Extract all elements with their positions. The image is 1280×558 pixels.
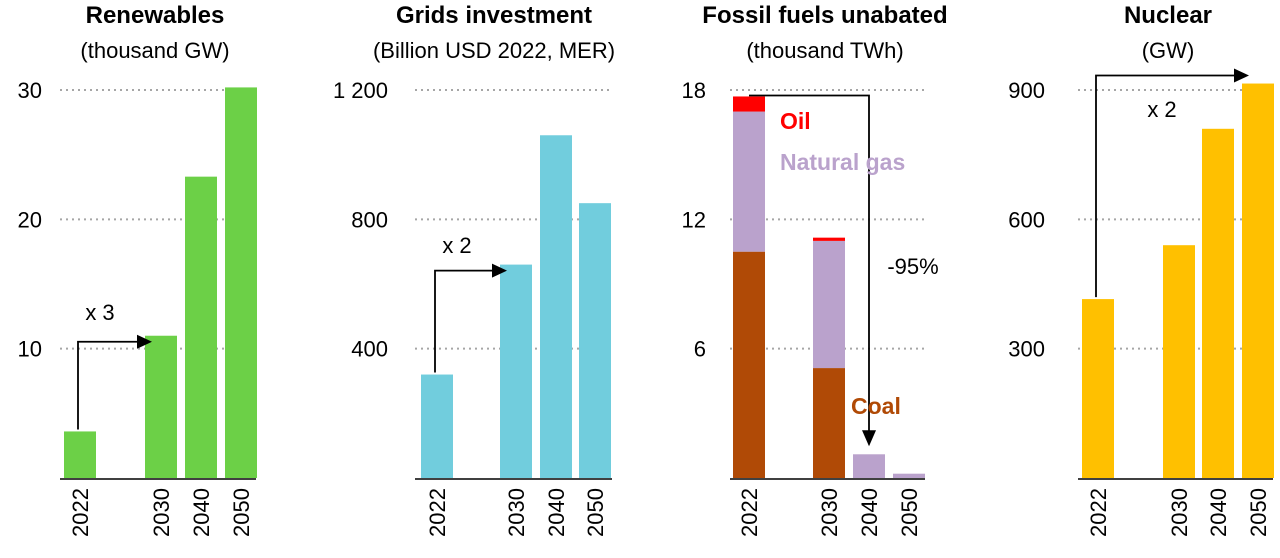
- chart-title: Fossil fuels unabated: [702, 2, 947, 29]
- x-tick-label: 2022: [737, 488, 762, 537]
- chart-title: Grids investment: [396, 2, 592, 29]
- bar-segment: [733, 251, 765, 478]
- chart-title: Nuclear: [1124, 2, 1212, 29]
- x-tick-label: 2040: [857, 488, 882, 537]
- x-tick-label: 2050: [1246, 488, 1271, 537]
- chart-subtitle: (GW): [1142, 38, 1195, 63]
- grids-investment-panel: Grids investment (Billion USD 2022, MER)…: [333, 2, 615, 537]
- x-tick-label: 2022: [425, 488, 450, 537]
- fossil-fuels-panel: Fossil fuels unabated (thousand TWh) 6 12…: [682, 2, 948, 537]
- bar: [1082, 299, 1114, 478]
- oil-label: Oil: [780, 108, 811, 134]
- x-tick-label: 2022: [68, 488, 93, 537]
- chart-subtitle: (thousand GW): [80, 38, 229, 63]
- y-tick-label: 18: [682, 78, 706, 103]
- y-tick-label: 10: [18, 337, 42, 362]
- x-tick-label: 2040: [1206, 488, 1231, 537]
- y-tick-label: 600: [1008, 207, 1045, 232]
- y-tick-label: 1 200: [333, 78, 388, 103]
- y-tick-label: 400: [351, 337, 388, 362]
- bar: [1242, 83, 1274, 479]
- bar-segment: [893, 473, 925, 478]
- bar: [225, 87, 257, 478]
- y-tick-label: 30: [18, 78, 42, 103]
- y-tick-label: 12: [682, 207, 706, 232]
- chart-subtitle: (thousand TWh): [746, 38, 903, 63]
- bar: [500, 264, 532, 478]
- y-tick-label: 800: [351, 207, 388, 232]
- x-tick-label: 2040: [189, 488, 214, 537]
- chart-subtitle: (Billion USD 2022, MER): [373, 38, 615, 63]
- bar: [1202, 128, 1234, 479]
- coal-label: Coal: [851, 393, 901, 419]
- x-tick-label: 2050: [229, 488, 254, 537]
- y-tick-label: 300: [1008, 337, 1045, 362]
- x-tick-label: 2050: [897, 488, 922, 537]
- growth-arrow: x 3: [77, 300, 152, 430]
- growth-label: x 3: [85, 300, 114, 325]
- growth-label: x 2: [442, 233, 471, 258]
- bar: [421, 374, 453, 478]
- bar-segment: [813, 240, 845, 369]
- y-tick-label: 900: [1008, 78, 1045, 103]
- bar-segment: [813, 368, 845, 478]
- bar: [579, 203, 611, 478]
- reduction-arrow: -95%: [749, 94, 939, 447]
- growth-label: x 2: [1147, 97, 1176, 122]
- bar: [1163, 245, 1195, 478]
- bar: [185, 176, 217, 479]
- bar-segment: [813, 237, 845, 241]
- reduction-label: -95%: [887, 254, 938, 279]
- growth-arrow: x 2: [1095, 68, 1249, 298]
- growth-arrow: x 2: [434, 233, 507, 373]
- nuclear-panel: Nuclear (GW) 300 600 900 2022 2030 2040 2050 x…: [1008, 2, 1274, 537]
- y-tick-label: 20: [18, 207, 42, 232]
- x-tick-label: 2030: [817, 488, 842, 537]
- x-tick-label: 2030: [1167, 488, 1192, 537]
- x-tick-label: 2050: [583, 488, 608, 537]
- bar-segment: [733, 96, 765, 112]
- bar: [64, 431, 96, 478]
- chart-title: Renewables: [86, 2, 225, 29]
- bar: [540, 135, 572, 478]
- y-tick-label: 6: [694, 337, 706, 362]
- x-tick-label: 2022: [1086, 488, 1111, 537]
- x-tick-label: 2040: [544, 488, 569, 537]
- natural-gas-label: Natural gas: [780, 149, 905, 175]
- bar: [145, 335, 177, 478]
- bar-segment: [853, 454, 885, 478]
- x-tick-label: 2030: [504, 488, 529, 537]
- x-tick-label: 2030: [149, 488, 174, 537]
- bar-segment: [733, 111, 765, 252]
